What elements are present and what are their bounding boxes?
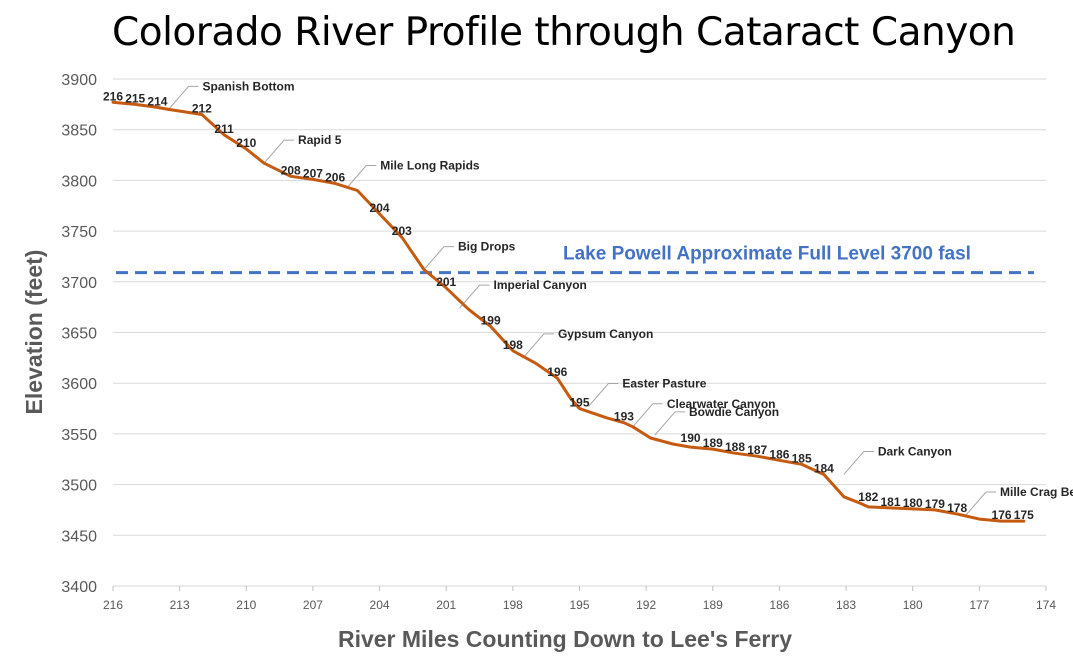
data-label: 207	[303, 166, 323, 180]
data-label: 181	[880, 495, 900, 509]
data-label: 180	[903, 496, 923, 510]
chart-title: Colorado River Profile through Cataract …	[112, 10, 1016, 55]
x-tick-label: 186	[769, 598, 789, 612]
callout-line	[523, 333, 554, 358]
data-label: 193	[614, 410, 634, 424]
x-tick-label: 207	[303, 598, 323, 612]
data-label: 188	[725, 440, 745, 454]
data-label: 210	[236, 136, 256, 150]
annotation-group: Spanish Bottom Rapid 5 Mile Long Rapids Big…	[168, 79, 1073, 516]
data-label: 216	[103, 89, 123, 103]
reference-line-label: Lake Powell Approximate Full Level 3700 …	[563, 244, 971, 265]
callout-label: Gypsum Canyon	[558, 327, 653, 341]
y-tick-label: 3850	[61, 123, 97, 140]
y-tick-label: 3750	[61, 224, 97, 241]
callout-line	[423, 246, 454, 270]
y-tick-label: 3650	[61, 326, 97, 343]
callout-line	[632, 403, 663, 428]
x-tick-label: 216	[103, 598, 123, 612]
data-label: 189	[703, 436, 723, 450]
x-tick-label: 177	[969, 598, 989, 612]
x-tick-label: 174	[1036, 598, 1056, 612]
y-tick-label: 3600	[61, 376, 97, 393]
callout-label: Mille Crag Bend	[1000, 485, 1073, 499]
data-label: 184	[814, 461, 834, 475]
data-label: 182	[858, 490, 878, 504]
callout-label: Clearwater Canyon	[667, 397, 776, 411]
y-tick-label: 3700	[61, 275, 97, 292]
callout-line	[843, 450, 874, 475]
x-tick-label: 180	[903, 598, 923, 612]
reference-line-group: Lake Powell Approximate Full Level 3700 …	[116, 244, 1034, 275]
data-label: 206	[325, 170, 345, 184]
data-label: 212	[192, 101, 212, 115]
y-tick-label: 3800	[61, 173, 97, 190]
y-tick-label: 3500	[61, 478, 97, 495]
x-tick-label: 198	[503, 598, 523, 612]
data-label: 187	[747, 443, 767, 457]
data-label: 178	[947, 501, 967, 515]
data-label: 204	[370, 201, 390, 215]
x-tick-label: 195	[569, 598, 589, 612]
data-label: 195	[569, 396, 589, 410]
y-tick-label: 3450	[61, 528, 97, 545]
callout-line	[345, 165, 377, 189]
callout-label: Dark Canyon	[878, 444, 952, 458]
callout-label: Mile Long Rapids	[380, 159, 480, 173]
x-tick-label: 201	[436, 598, 456, 612]
data-label: 175	[1014, 508, 1034, 522]
data-label: 203	[392, 224, 412, 238]
callout-line	[654, 411, 686, 436]
x-tick-label: 183	[836, 598, 856, 612]
data-label: 214	[147, 94, 167, 108]
callout-label: Big Drops	[458, 240, 516, 254]
data-label: 199	[481, 313, 501, 327]
x-tick-label: 192	[636, 598, 656, 612]
y-axis-title: Elevation (feet)	[21, 250, 47, 415]
callout-line	[168, 85, 199, 110]
callout-line	[588, 383, 619, 407]
callout-label: Bowdie Canyon	[689, 405, 779, 419]
x-axis-ticks: 216 213 210 207 204 201 198 195 192 189 186 183 180 1…	[103, 586, 1056, 612]
x-axis-title: River Miles Counting Down to Lee's Ferry	[338, 626, 792, 652]
x-tick-label: 213	[170, 598, 190, 612]
data-label: 215	[125, 91, 145, 105]
data-label: 190	[681, 431, 701, 445]
callout-label: Easter Pasture	[622, 377, 706, 391]
callout-line	[965, 491, 997, 516]
callout-label: Spanish Bottom	[203, 79, 295, 93]
callout-label: Imperial Canyon	[494, 278, 587, 292]
data-label: 179	[925, 497, 945, 511]
x-tick-label: 204	[370, 598, 390, 612]
data-label: 211	[214, 122, 234, 136]
y-axis-ticks: 3400 3450 3500 3550 3600 3650 3700 3750 3800 3850…	[61, 72, 97, 596]
y-tick-label: 3400	[61, 579, 97, 596]
callout-line	[263, 139, 295, 164]
data-label: 208	[281, 163, 301, 177]
data-label: 196	[547, 365, 567, 379]
data-label: 186	[769, 447, 789, 461]
data-label: 176	[992, 508, 1012, 522]
callout-label: Rapid 5	[298, 133, 342, 147]
data-label: 198	[503, 338, 523, 352]
data-label: 201	[436, 275, 456, 289]
y-tick-label: 3900	[61, 72, 97, 89]
y-tick-label: 3550	[61, 427, 97, 444]
x-tick-label: 189	[703, 598, 723, 612]
series-group	[111, 100, 1026, 523]
data-label: 185	[792, 451, 812, 465]
x-tick-label: 210	[236, 598, 256, 612]
callout-line	[459, 284, 490, 309]
